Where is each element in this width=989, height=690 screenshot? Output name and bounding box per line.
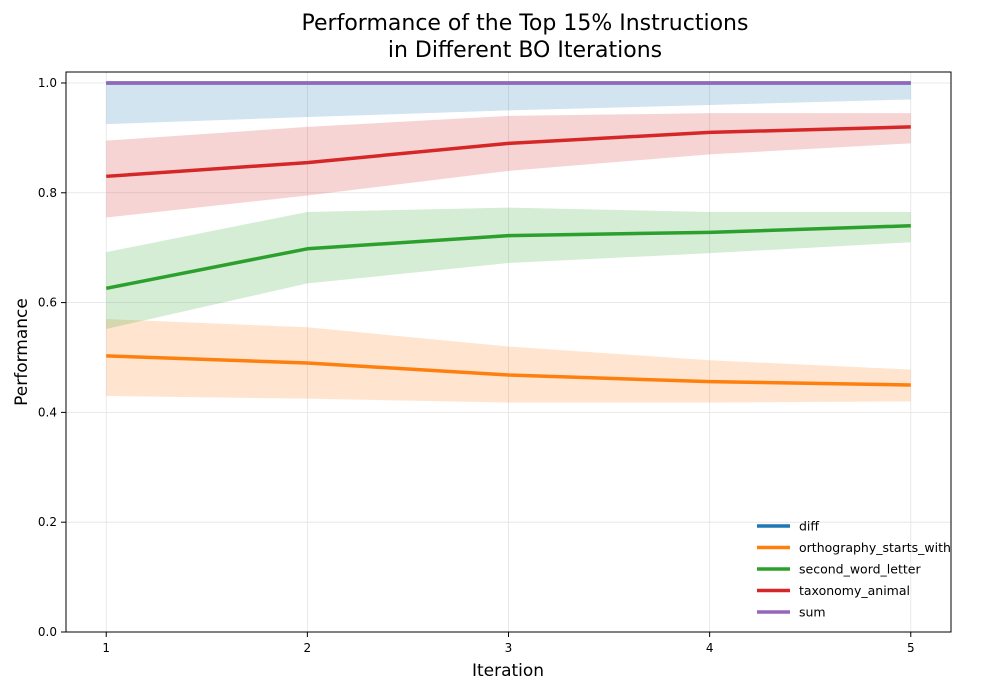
x-tick-label-4: 4 xyxy=(706,641,714,655)
x-tick-label-3: 3 xyxy=(505,641,513,655)
chart-title-line-1: Performance of the Top 15% Instructions xyxy=(302,11,749,36)
y-tick-label-4: 0.8 xyxy=(38,186,57,200)
y-tick-label-0: 0.0 xyxy=(38,625,57,639)
y-axis-label: Performance xyxy=(12,298,32,406)
legend-label-orthography_starts_with: orthography_starts_with xyxy=(799,540,951,555)
legend-label-second_word_letter: second_word_letter xyxy=(799,562,921,577)
band-second_word_letter xyxy=(106,207,911,329)
x-tick-label-2: 2 xyxy=(304,641,312,655)
y-tick-label-5: 1.0 xyxy=(38,76,57,90)
x-tick-label-5: 5 xyxy=(907,641,915,655)
legend-label-sum: sum xyxy=(799,605,826,620)
y-axis-ticks: 0.0 0.2 0.4 0.6 0.8 1.0 xyxy=(38,76,66,639)
series-line-second_word_letter xyxy=(105,223,911,291)
legend-label-taxonomy_animal: taxonomy_animal xyxy=(799,583,910,598)
y-tick-label-3: 0.6 xyxy=(38,296,57,310)
series-line-taxonomy_animal xyxy=(106,125,911,179)
legend-label-diff: diff xyxy=(799,519,819,534)
chart-title-line-2: in Different BO Iterations xyxy=(388,38,662,63)
series-lines xyxy=(105,81,911,387)
series-line-orthography_starts_with xyxy=(106,354,911,387)
x-axis-label: Iteration xyxy=(472,661,544,681)
y-tick-label-2: 0.4 xyxy=(38,405,57,419)
x-axis-ticks: 1 2 3 4 5 xyxy=(102,632,915,655)
band-diff xyxy=(106,82,911,125)
y-tick-label-1: 0.2 xyxy=(38,515,57,529)
band-taxonomy_animal xyxy=(106,113,911,218)
legend: diff orthography_starts_with second_word_l… xyxy=(757,519,951,620)
x-tick-label-1: 1 xyxy=(102,641,110,655)
